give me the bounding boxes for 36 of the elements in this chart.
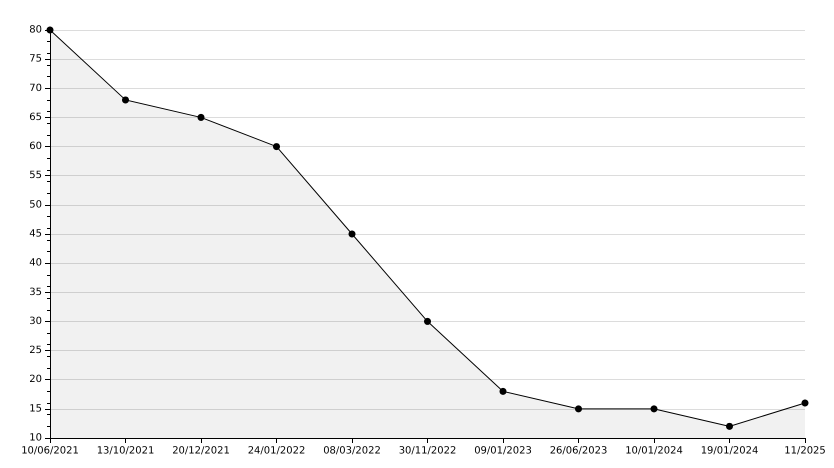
y-tick-label: 35 [29, 286, 42, 298]
y-tick-label: 60 [29, 141, 42, 152]
x-tick-label: 30/11/2022 [398, 446, 456, 456]
point [500, 388, 506, 395]
x-tick-label: 24/01/2022 [248, 446, 306, 456]
point [348, 230, 356, 238]
y-tick-label: 75 [29, 54, 42, 65]
y-tick-label: 55 [29, 170, 42, 182]
x-tick-label: 10/06/2021 [21, 446, 79, 456]
point [726, 422, 733, 430]
y-tick-label: 40 [29, 258, 42, 269]
y-tick-label: 65 [29, 112, 42, 123]
point [650, 405, 658, 412]
x-tick-label: 09/01/2023 [474, 446, 532, 456]
x-tick-label: 13/10/2021 [96, 446, 154, 456]
point [802, 400, 808, 407]
y-tick-label: 10 [29, 432, 42, 444]
point [424, 318, 431, 325]
x-tick-label: 20/12/2021 [172, 446, 230, 456]
y-tick-label: 15 [29, 403, 42, 414]
y-tick-label: 30 [29, 316, 42, 327]
y-tick-label: 80 [29, 24, 42, 36]
y-tick-label: 25 [29, 345, 42, 356]
y-tick-label: 20 [29, 374, 42, 386]
y-tick-label: 45 [29, 228, 42, 240]
y-tick-label: 70 [29, 82, 42, 94]
point [122, 96, 129, 104]
x-tick-label: 19/01/2024 [700, 446, 758, 456]
y-tick-label: 50 [29, 199, 42, 210]
x-tick-label: 26/06/2023 [550, 446, 608, 456]
point [575, 405, 582, 412]
point [198, 114, 204, 121]
x-tick-label: 10/01/2024 [625, 446, 683, 456]
point [273, 143, 280, 150]
x-tick-label: 11/2025 [784, 446, 826, 456]
x-tick-label: 08/03/2022 [323, 446, 381, 456]
